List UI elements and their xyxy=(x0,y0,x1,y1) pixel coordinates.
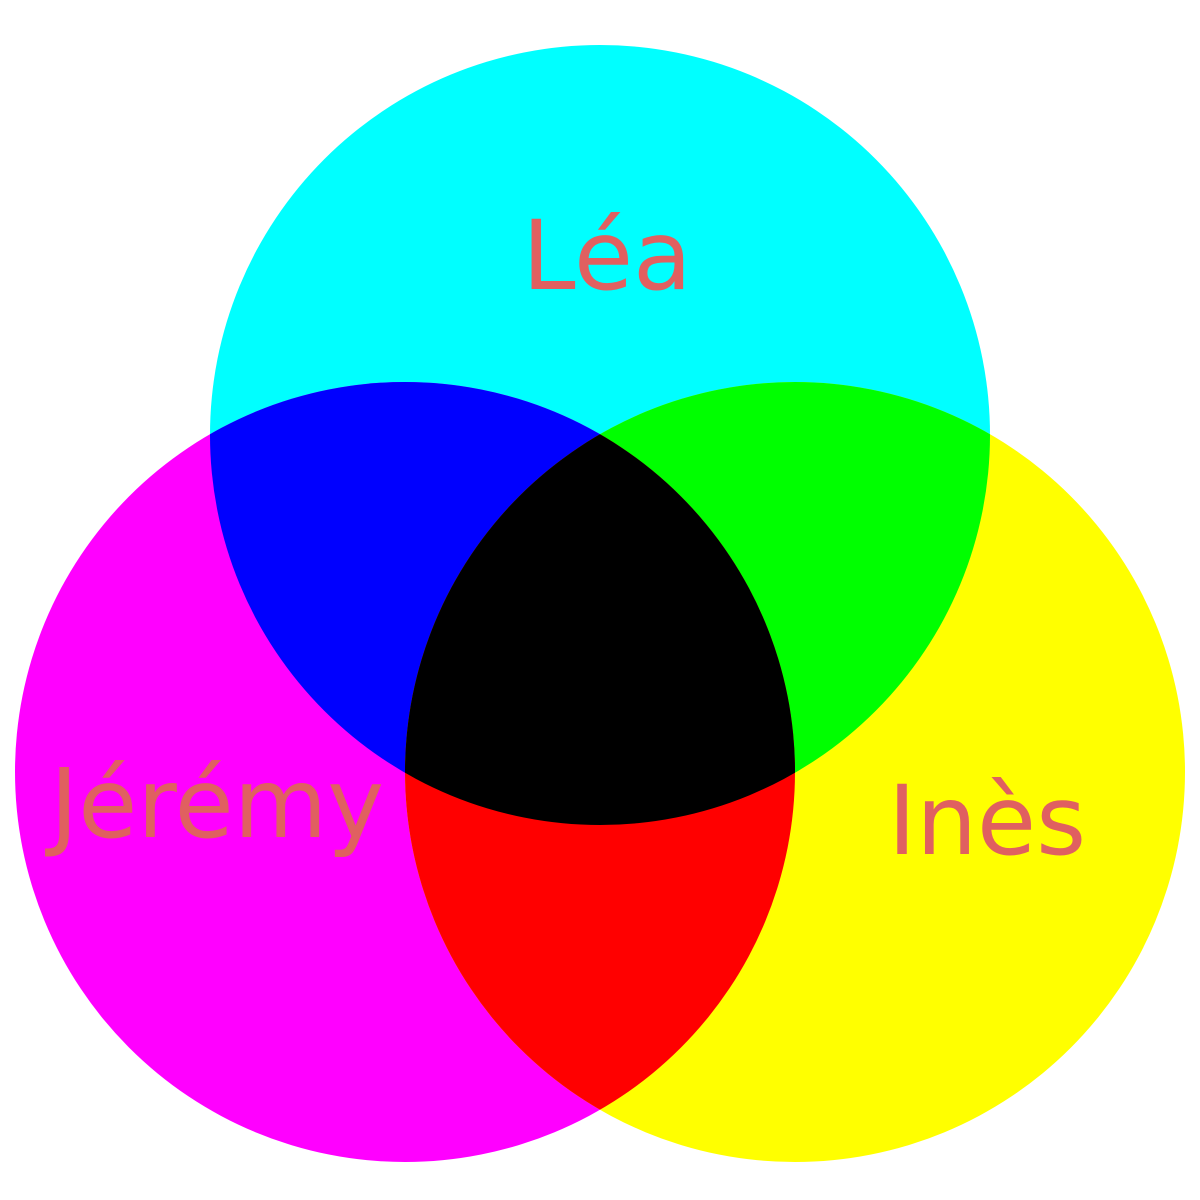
label-lea: Léa xyxy=(522,200,692,312)
label-ines: Inès xyxy=(888,765,1086,877)
overlap-all xyxy=(405,382,795,825)
label-jeremy: Jérémy xyxy=(45,748,384,860)
